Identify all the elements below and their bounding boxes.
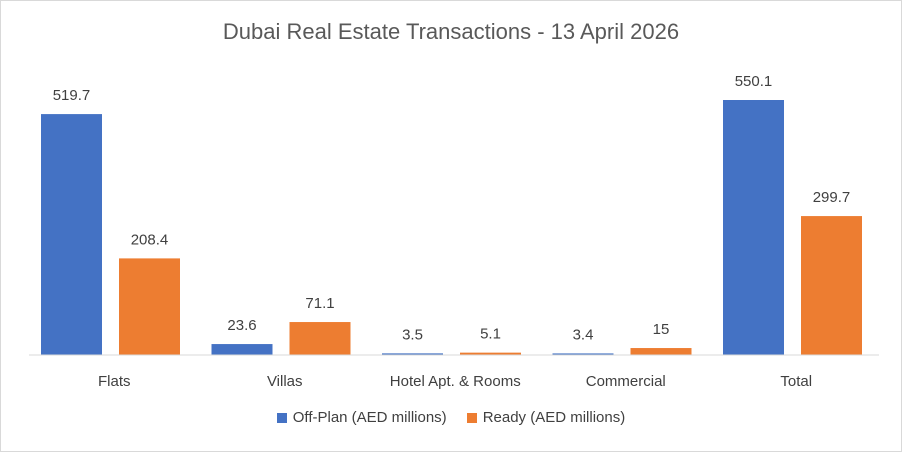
bar-ready-hotel-apt-rooms bbox=[460, 352, 521, 355]
data-label-off-plan-villas: 23.6 bbox=[227, 317, 256, 334]
chart-title: Dubai Real Estate Transactions - 13 Apri… bbox=[222, 19, 680, 44]
bar-off-plan-commercial bbox=[552, 353, 614, 355]
bar-off-plan-villas bbox=[211, 344, 273, 355]
data-label-ready-flats: 208.4 bbox=[131, 231, 169, 248]
bar-off-plan-flats bbox=[41, 114, 102, 355]
data-label-off-plan-commercial: 3.4 bbox=[573, 326, 594, 343]
bar-ready-villas bbox=[289, 322, 351, 355]
category-label-commercial: Commercial bbox=[586, 373, 666, 390]
data-label-ready-hotel-apt-rooms: 5.1 bbox=[480, 326, 501, 343]
data-label-ready-total: 299.7 bbox=[813, 189, 851, 206]
category-label-hotel-apt-rooms: Hotel Apt. & Rooms bbox=[390, 373, 521, 390]
bar-off-plan-hotel-apt-rooms bbox=[382, 353, 443, 355]
data-label-ready-commercial: 15 bbox=[653, 321, 670, 338]
bar-ready-commercial bbox=[630, 348, 692, 355]
bar-ready-flats bbox=[119, 258, 180, 355]
legend-swatch-off-plan bbox=[276, 412, 287, 423]
category-label-total: Total bbox=[780, 373, 812, 390]
legend: Off-Plan (AED millions) Ready (AED milli… bbox=[1, 409, 901, 426]
data-label-off-plan-hotel-apt-rooms: 3.5 bbox=[402, 326, 423, 343]
data-label-off-plan-total: 550.1 bbox=[735, 73, 773, 90]
bar-off-plan-total bbox=[723, 100, 784, 355]
bar-ready-total bbox=[801, 216, 862, 355]
data-label-ready-villas: 71.1 bbox=[305, 295, 334, 312]
category-label-villas: Villas bbox=[267, 373, 303, 390]
category-label-flats: Flats bbox=[98, 373, 131, 390]
legend-item-off-plan: Off-Plan (AED millions) bbox=[276, 409, 447, 426]
legend-item-ready: Ready (AED millions) bbox=[466, 409, 626, 426]
data-label-off-plan-flats: 519.7 bbox=[53, 87, 91, 104]
legend-label-ready: Ready (AED millions) bbox=[482, 409, 626, 426]
legend-swatch-ready bbox=[466, 412, 477, 423]
legend-label-off-plan: Off-Plan (AED millions) bbox=[292, 409, 447, 426]
